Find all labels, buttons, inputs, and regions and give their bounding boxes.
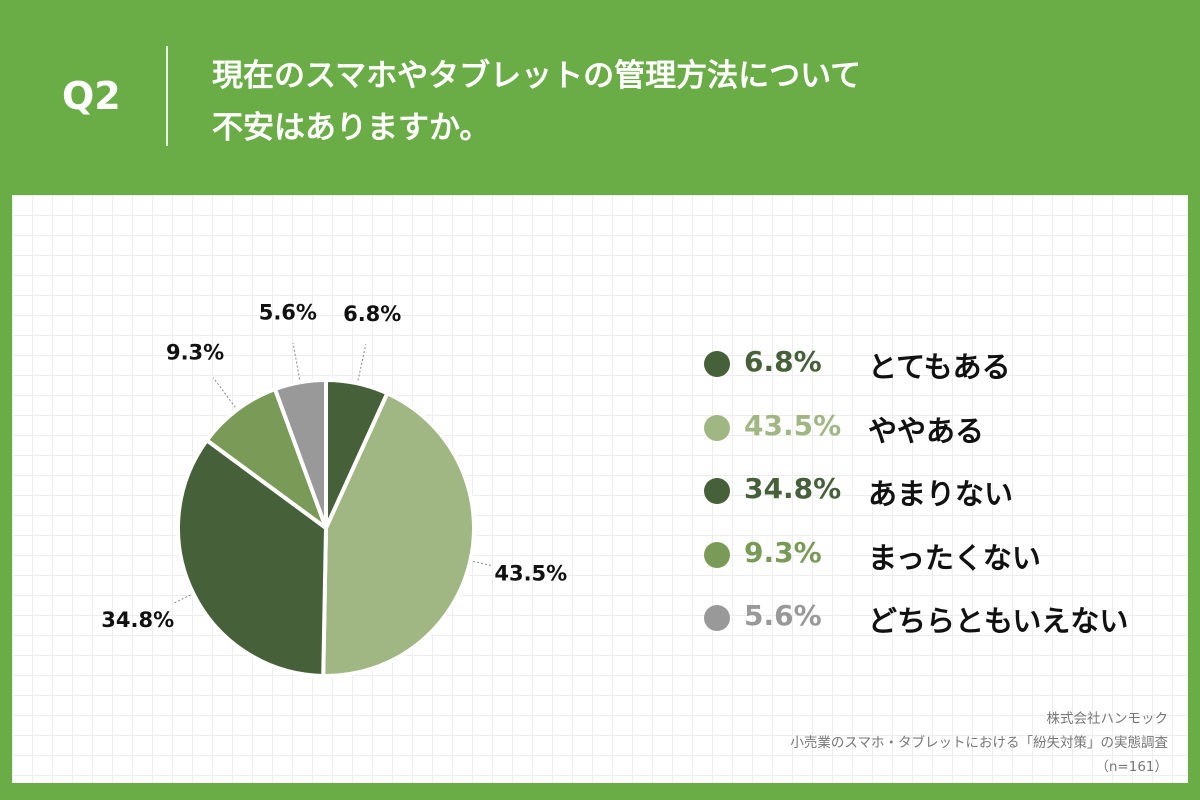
pie-leader-line-2 [473, 560, 492, 567]
legend: 6.8% とてもある 43.5% ややある 34.8% あまりない 9.3% まったくない 5.… [692, 333, 1182, 651]
legend-item-5: 5.6% どちらともいえない [692, 587, 1182, 651]
pie-leader-line-4 [212, 377, 236, 408]
legend-label: ややある [868, 413, 985, 448]
chart-panel: 6.8% 43.5% 34.8% 9.3% 5.6% 6.8% とてもある 43.5% ややあ… [12, 195, 1188, 783]
legend-percentage: 43.5% [744, 408, 842, 442]
legend-label: あまりない [868, 477, 1014, 511]
question-number: Q2 [62, 74, 121, 118]
legend-label: どちらともいえない [868, 604, 1129, 638]
legend-color-dot [704, 351, 730, 377]
legend-label: とてもある [868, 350, 1011, 384]
legend-color-dot [704, 478, 730, 504]
legend-color-dot [704, 541, 730, 568]
legend-percentage: 9.3% [744, 535, 822, 569]
question-title-line-2: 不安はありますか。 [212, 110, 491, 146]
question-title-line-1: 現在のスマホやタブレットの管理方法について [212, 58, 862, 94]
pie-leader-lines [173, 342, 492, 604]
legend-percentage: 6.8% [744, 345, 822, 378]
source-note: 株式会社ハンモック 小売業のスマホ・タブレットにおける「紛失対策」の実態調査 （… [568, 707, 1168, 779]
pie-chart: 6.8% 43.5% 34.8% 9.3% 5.6% [101, 300, 567, 678]
pie-slice-5 [272, 378, 328, 530]
pie-leader-line-1 [357, 344, 367, 381]
legend-label: まったくない [868, 540, 1041, 575]
legend-color-dot [704, 414, 730, 441]
pie-slice-2 [321, 391, 476, 678]
question-title: 現在のスマホやタブレットの管理方法について 不安はありますか。 [212, 50, 861, 154]
source-survey: 小売業のスマホ・タブレットにおける「紛失対策」の実態調査 [790, 735, 1168, 751]
source-company: 株式会社ハンモック [1046, 711, 1169, 727]
source-sample: （n=161） [1095, 759, 1168, 775]
header-divider [166, 46, 168, 146]
legend-color-dot [704, 605, 730, 631]
pie-slice-label-4: 9.3% [166, 341, 224, 365]
pie-leader-line-5 [292, 342, 301, 380]
pie-slice-label-1: 6.8% [343, 302, 401, 326]
legend-item-3: 34.8% あまりない [692, 460, 1182, 524]
pie-slice-labels: 6.8% 43.5% 34.8% 9.3% 5.6% [101, 300, 567, 632]
pie-slice-label-5: 5.6% [259, 300, 317, 324]
pie-leader-line-3 [173, 594, 191, 604]
pie-slices [176, 378, 476, 678]
pie-slice-label-2: 43.5% [494, 561, 567, 585]
pie-slice-label-3: 34.8% [101, 608, 174, 632]
legend-item-2: 43.5% ややある [692, 397, 1182, 461]
legend-percentage: 34.8% [744, 472, 842, 505]
legend-item-4: 9.3% まったくない [692, 524, 1182, 588]
header: Q2 現在のスマホやタブレットの管理方法について 不安はありますか。 [0, 0, 1200, 190]
legend-percentage: 5.6% [744, 599, 822, 632]
pie-slice-3 [176, 438, 328, 678]
legend-item-1: 6.8% とてもある [692, 333, 1182, 397]
